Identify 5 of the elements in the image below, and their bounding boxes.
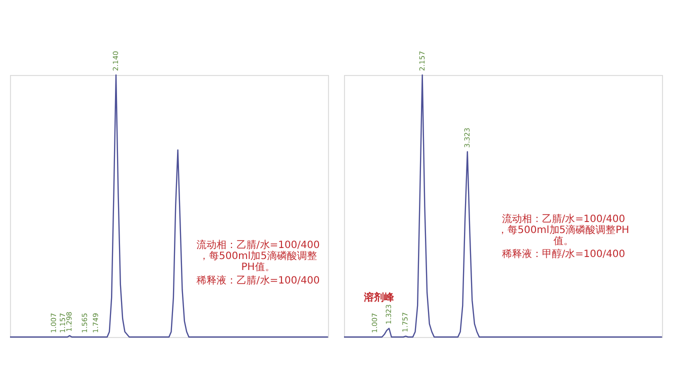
- annotation: 稀释液：乙腈/水=100/400: [196, 274, 320, 286]
- annotation: 流动相：乙腈/水=100/400，每500ml加5滴磷酸调整PH值。: [196, 239, 320, 274]
- annotation: 溶剂峰: [362, 291, 395, 304]
- annotation: 稀释液：甲醇/水=100/400: [502, 248, 626, 260]
- annotation: 流动相：乙腈/水=100/400，每500ml加5滴磷酸调整PH值。: [498, 212, 630, 247]
